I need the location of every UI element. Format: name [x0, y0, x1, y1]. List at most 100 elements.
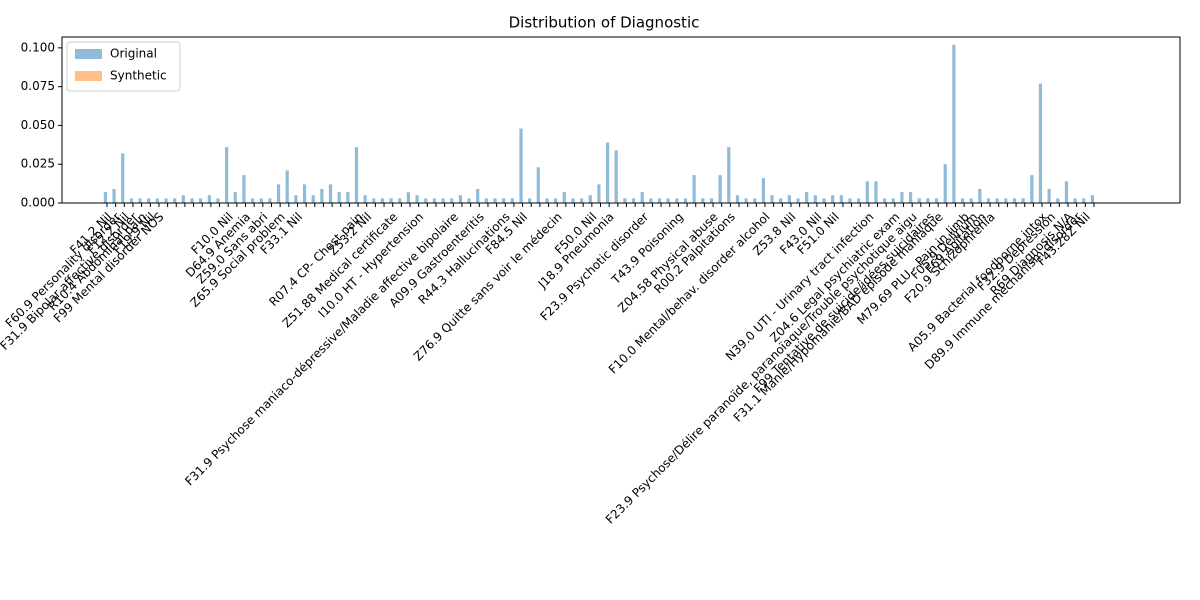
bar: [216, 198, 220, 203]
bar: [900, 192, 904, 203]
bar: [467, 198, 471, 203]
bar: [458, 195, 462, 203]
bar: [147, 198, 151, 203]
bar: [917, 198, 921, 203]
bar: [225, 147, 229, 203]
bar: [389, 198, 393, 203]
bar: [692, 175, 696, 203]
bar: [285, 170, 289, 203]
bar: [181, 195, 185, 203]
bar: [701, 198, 705, 203]
bar: [1047, 189, 1051, 203]
bar: [718, 175, 722, 203]
bar: [675, 198, 679, 203]
bar: [744, 198, 748, 203]
bar: [952, 44, 956, 204]
bar: [1012, 198, 1017, 203]
bar: [268, 198, 272, 203]
bar: [865, 181, 869, 203]
bar: [493, 198, 497, 203]
bar: [121, 153, 125, 203]
bar: [199, 198, 203, 203]
bar: [926, 198, 930, 203]
legend-swatch: [75, 71, 102, 81]
bar: [571, 198, 575, 203]
y-tick-label: 0.100: [21, 40, 55, 54]
bar: [1038, 83, 1043, 203]
plot-frame: [61, 36, 1181, 204]
bar: [831, 195, 835, 203]
legend-label: Synthetic: [110, 69, 167, 83]
bar: [735, 195, 740, 203]
bar: [112, 189, 116, 203]
bar: [579, 198, 584, 203]
bar: [406, 192, 411, 203]
bar: [822, 198, 826, 203]
bar: [554, 198, 558, 203]
bar: [934, 198, 939, 203]
bar: [372, 198, 376, 203]
bar: [978, 189, 982, 203]
bar: [805, 192, 809, 203]
bar: [337, 192, 341, 203]
bar: [1056, 198, 1060, 203]
bar: [770, 195, 774, 203]
bar: [155, 198, 159, 203]
bar: [787, 195, 791, 203]
bar: [597, 184, 601, 203]
bar: [519, 128, 523, 203]
y-tick-label: 0.000: [21, 196, 55, 210]
bar: [1021, 198, 1025, 203]
chart-title: Distribution of Diagnostic: [509, 14, 700, 32]
bar: [796, 198, 800, 203]
bar: [848, 198, 852, 203]
bar: [484, 198, 488, 203]
bar: [536, 167, 540, 203]
bar: [320, 189, 324, 203]
bar: [1004, 198, 1008, 203]
bar: [908, 192, 913, 203]
bar: [649, 198, 653, 203]
bar: [1082, 198, 1086, 203]
bar: [813, 195, 817, 203]
bar: [415, 195, 419, 203]
bar: [354, 147, 359, 203]
bar: [588, 195, 592, 203]
bar: [250, 198, 255, 203]
bar: [657, 198, 662, 203]
bar: [424, 198, 428, 203]
bar: [986, 198, 991, 203]
bar: [346, 192, 350, 203]
bar: [476, 189, 480, 203]
x-tick-label: F23.9 Psychose/Délire paranoïde, paranoï…: [603, 210, 920, 527]
bar: [562, 192, 566, 203]
bar: [631, 198, 636, 203]
bar: [943, 164, 947, 203]
bar: [605, 142, 610, 203]
bar: [242, 175, 246, 203]
bar: [190, 198, 194, 203]
bar: [779, 198, 783, 203]
bar: [614, 150, 618, 203]
bar: [164, 198, 168, 203]
bar: [960, 198, 965, 203]
bar: [753, 198, 757, 203]
bar: [874, 181, 878, 203]
bar: [138, 198, 142, 203]
y-tick-label: 0.025: [21, 157, 55, 171]
bar: [502, 198, 506, 203]
bar: [380, 198, 385, 203]
bar: [328, 184, 333, 203]
y-tick-label: 0.050: [21, 118, 55, 132]
bar: [311, 195, 315, 203]
bar: [259, 198, 263, 203]
bar: [969, 198, 973, 203]
bar: [1030, 175, 1034, 203]
bar: [363, 195, 367, 203]
bar: [441, 198, 445, 203]
bar: [761, 178, 765, 203]
bar: [857, 198, 861, 203]
bar: [294, 195, 298, 203]
bar: [891, 198, 895, 203]
